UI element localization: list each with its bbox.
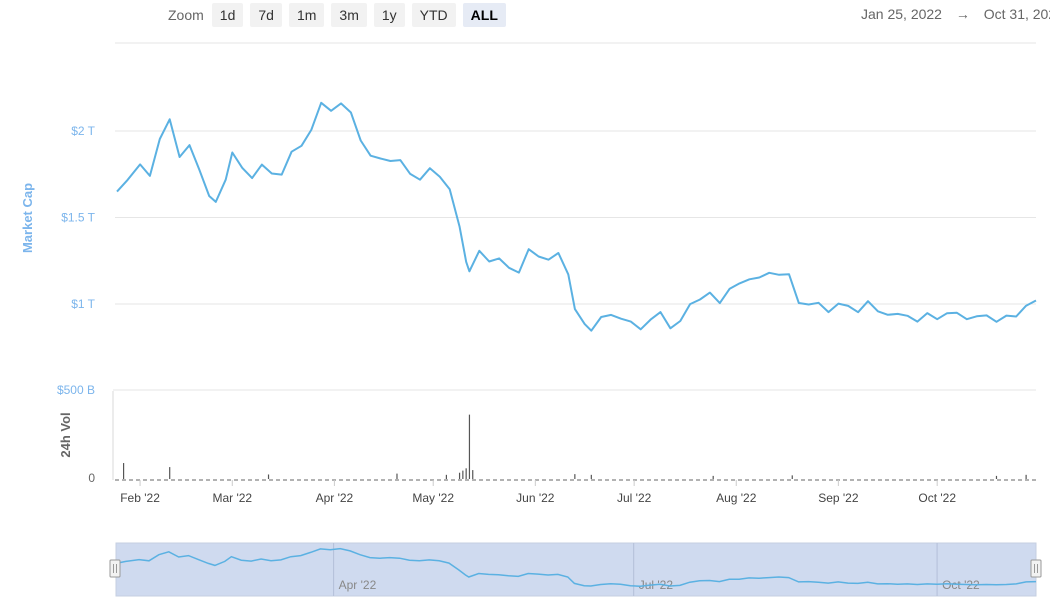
- volume-y-axis-label: 24h Vol: [58, 412, 73, 457]
- x-tick-label: Aug '22: [716, 491, 757, 505]
- zoom-1m-button[interactable]: 1m: [288, 3, 325, 27]
- navigator-tick-label: Apr '22: [339, 578, 377, 592]
- x-tick-label: Feb '22: [120, 491, 160, 505]
- price-y-ticks: $1 T $1.5 T $2 T: [61, 124, 95, 311]
- price-gridlines: [115, 130, 1036, 305]
- navigator-right-handle[interactable]: [1030, 559, 1042, 578]
- price-y-tick-label: $2 T: [71, 124, 95, 138]
- zoom-3m-button[interactable]: 3m: [331, 3, 367, 27]
- price-y-tick-label: $1.5 T: [61, 211, 95, 225]
- market-cap-series-line: [116, 101, 1037, 332]
- volume-y-tick-label: 0: [88, 471, 95, 485]
- x-tick-label: Mar '22: [212, 491, 252, 505]
- range-to-input[interactable]: Oct 31, 2022: [983, 6, 1050, 22]
- navigator: Apr '22 Jul '22 Oct '22: [109, 542, 1042, 597]
- date-range: Jan 25, 2022 → Oct 31, 2022: [861, 6, 1050, 22]
- volume-bars: [122, 414, 1027, 479]
- x-tick-label: Apr '22: [316, 491, 354, 505]
- navigator-tick-label: Oct '22: [942, 578, 980, 592]
- navigator-left-handle[interactable]: [109, 559, 121, 578]
- volume-y-tick-label: $500 B: [57, 383, 95, 397]
- zoom-7d-button[interactable]: 7d: [250, 3, 282, 27]
- range-from-input[interactable]: Jan 25, 2022: [861, 6, 942, 22]
- x-tick-label: May '22: [412, 491, 454, 505]
- range-arrow-icon: →: [955, 6, 970, 22]
- x-axis-ticks: Feb '22 Mar '22 Apr '22 May '22 Jun '22 Jul '…: [120, 480, 956, 505]
- price-y-axis-label: Market Cap: [20, 183, 35, 253]
- price-y-tick-label: $1 T: [71, 297, 95, 311]
- zoom-toolbar: Zoom 1d 7d 1m 3m 1y YTD ALL: [168, 2, 513, 28]
- navigator-ticks: Apr '22 Jul '22 Oct '22: [333, 543, 980, 596]
- volume-y-ticks: 0 $500 B: [57, 383, 95, 485]
- zoom-label: Zoom: [168, 7, 204, 23]
- navigator-series-line: [115, 547, 1037, 588]
- zoom-ytd-button[interactable]: YTD: [411, 3, 456, 27]
- x-tick-label: Jun '22: [516, 491, 555, 505]
- x-tick-label: Oct '22: [918, 491, 956, 505]
- zoom-1d-button[interactable]: 1d: [211, 3, 244, 27]
- navigator-tick-label: Jul '22: [639, 578, 674, 592]
- zoom-1y-button[interactable]: 1y: [373, 3, 405, 27]
- x-tick-label: Sep '22: [818, 491, 859, 505]
- navigator-selection[interactable]: [115, 542, 1037, 597]
- x-tick-label: Jul '22: [617, 491, 652, 505]
- zoom-all-button[interactable]: ALL: [462, 3, 506, 27]
